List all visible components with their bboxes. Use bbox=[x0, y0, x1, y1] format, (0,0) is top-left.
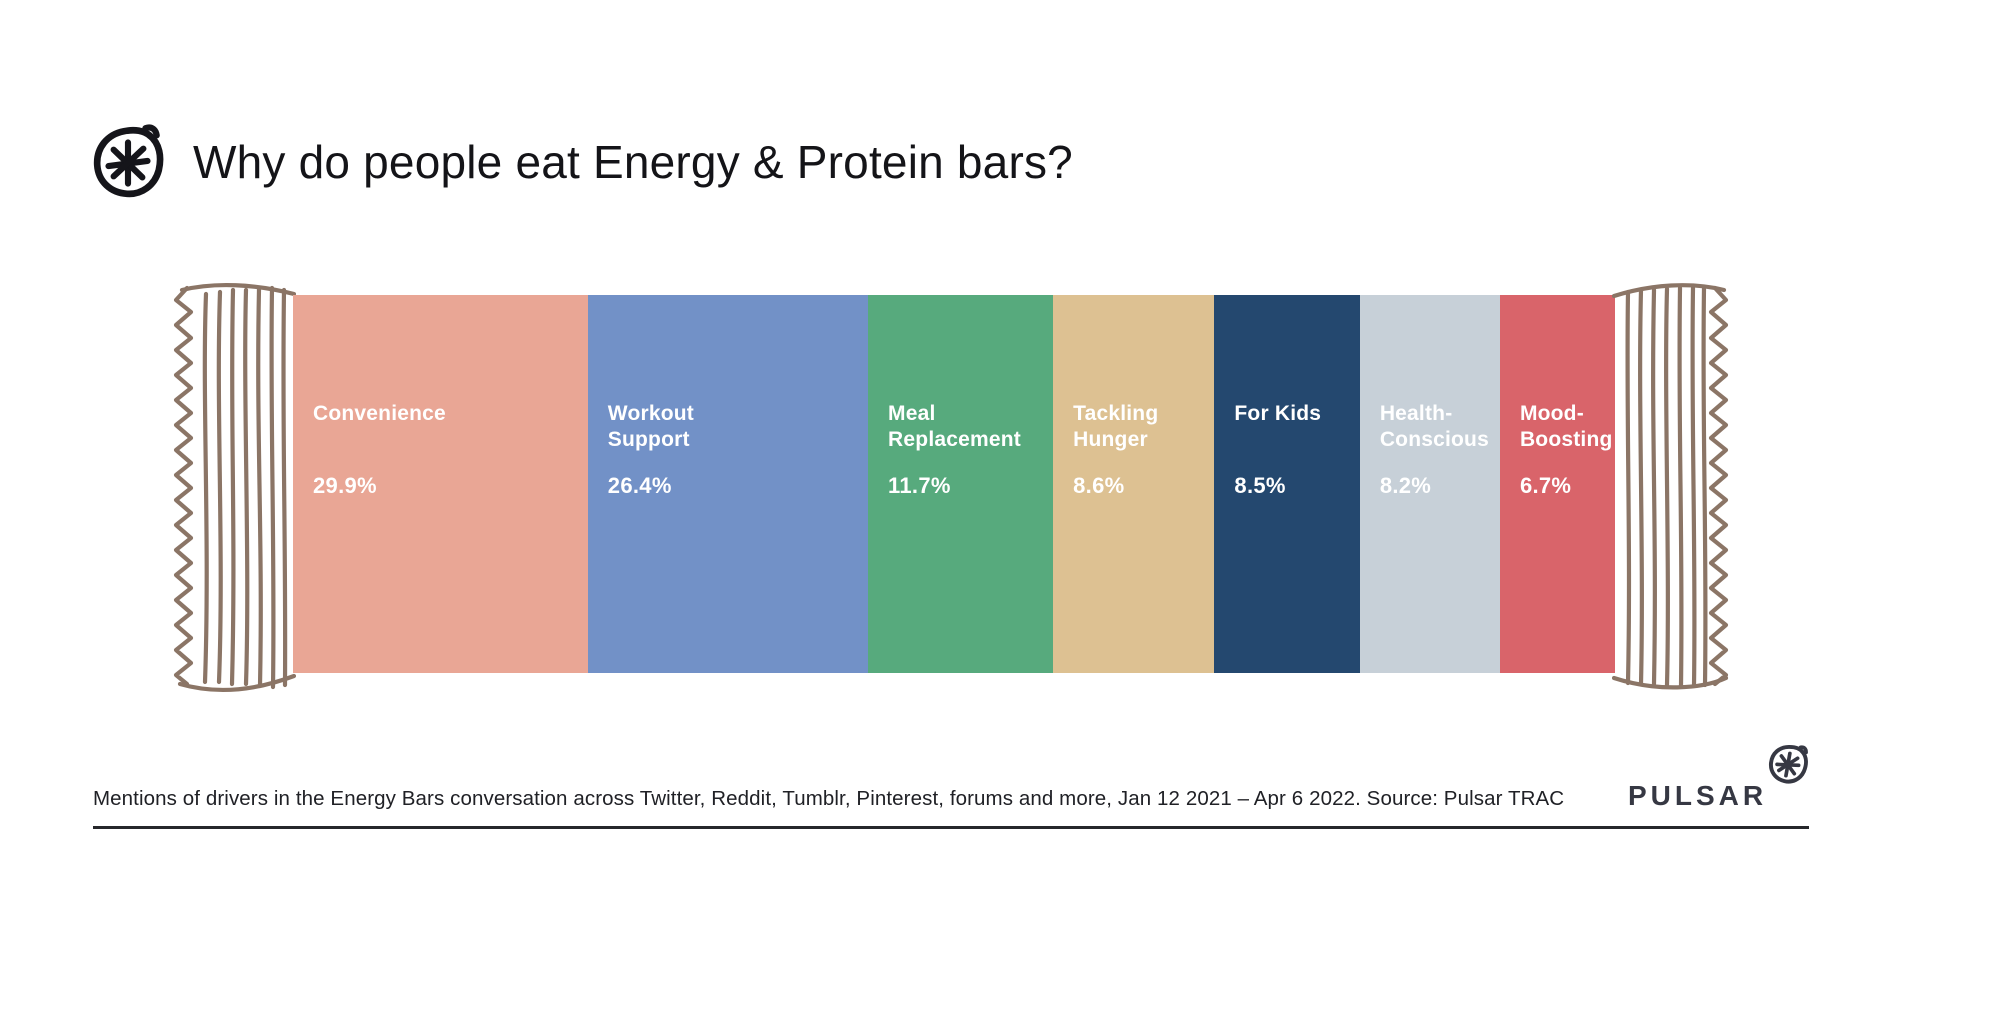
segment-value: 8.5% bbox=[1234, 473, 1286, 498]
candy-wrapper-right-icon bbox=[1612, 283, 1729, 690]
bar-segment: Health- Conscious 8.2% bbox=[1359, 295, 1500, 673]
header: Why do people eat Energy & Protein bars? bbox=[88, 122, 1073, 202]
bar-segment: Tackling Hunger 8.6% bbox=[1053, 295, 1215, 673]
pulsar-brand: PULSAR bbox=[1628, 742, 1814, 812]
segment-label: Health- Conscious bbox=[1379, 402, 1489, 451]
segment-value: 8.6% bbox=[1073, 473, 1125, 498]
segment-value: 11.7% bbox=[888, 473, 951, 498]
segment-value: 26.4% bbox=[607, 473, 672, 498]
segment-value: 29.9% bbox=[313, 473, 377, 498]
segment-label: Meal Replacement bbox=[888, 402, 1021, 451]
bar-segment: For Kids 8.5% bbox=[1214, 295, 1360, 673]
brand-wordmark: PULSAR bbox=[1628, 780, 1768, 811]
bar-segment: Workout Support 26.4% bbox=[587, 295, 869, 673]
pulsar-asterisk-logo-icon bbox=[93, 124, 164, 198]
segment-label: Convenience bbox=[313, 402, 446, 425]
segment-label: For Kids bbox=[1234, 402, 1322, 425]
segment-label: Tackling Hunger bbox=[1073, 402, 1159, 451]
bar-segment: Mood- Boosting 6.7% bbox=[1499, 295, 1615, 673]
candy-wrapper-left-icon bbox=[173, 283, 296, 693]
footer-divider bbox=[93, 826, 1809, 829]
segment-label: Mood- Boosting bbox=[1519, 402, 1613, 451]
stacked-bar: Convenience 29.9% Workout Support 26.4% Meal… bbox=[293, 295, 1615, 673]
segment-label: Workout Support bbox=[607, 402, 694, 451]
segment-value: 6.7% bbox=[1519, 473, 1572, 498]
page-title: Why do people eat Energy & Protein bars? bbox=[193, 136, 1073, 188]
pulsar-asterisk-logo-icon bbox=[1768, 744, 1808, 784]
source-caption: Mentions of drivers in the Energy Bars c… bbox=[93, 787, 1565, 810]
segment-value: 8.2% bbox=[1379, 473, 1432, 498]
bar-segment: Convenience 29.9% bbox=[293, 295, 588, 673]
bar-segment: Meal Replacement 11.7% bbox=[868, 295, 1054, 673]
